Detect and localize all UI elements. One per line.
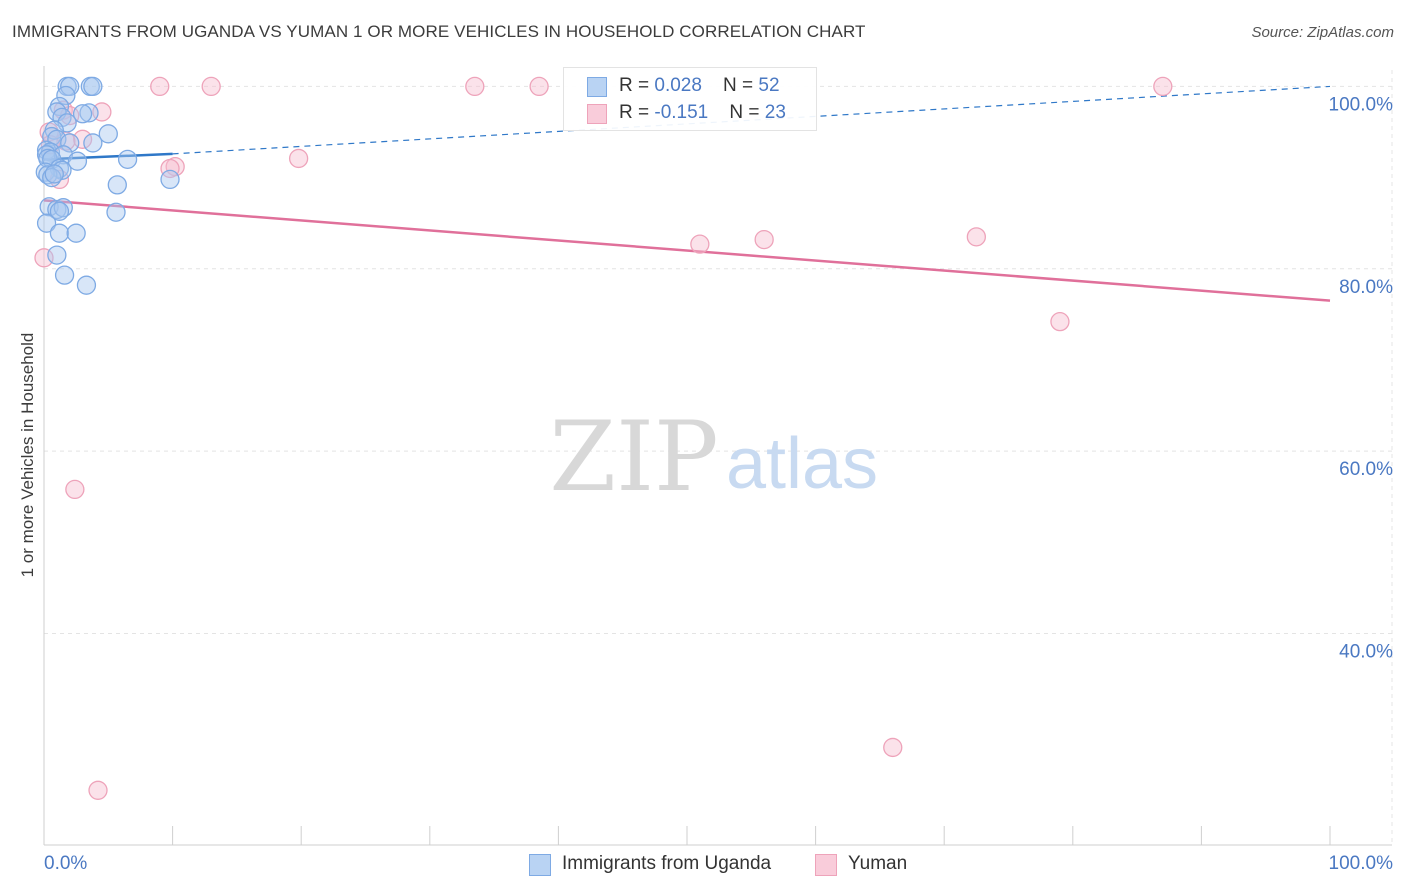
trend-line-uganda bbox=[43, 152, 173, 161]
tick-labels: 40.0% 60.0% 80.0% 100.0% 0.0% 100.0% bbox=[44, 94, 1393, 874]
yuman-legend-label: Yuman bbox=[848, 853, 908, 874]
x-tick-label: 100.0% bbox=[1329, 853, 1394, 874]
point-uganda bbox=[106, 202, 126, 222]
point-yuman bbox=[1153, 76, 1173, 97]
y-tick-label: 40.0% bbox=[1339, 641, 1393, 662]
point-yuman bbox=[201, 76, 221, 97]
source-label: Source: ZipAtlas.com bbox=[1251, 24, 1394, 41]
uganda-legend-label: Immigrants from Uganda bbox=[562, 853, 772, 874]
y-tick-label: 80.0% bbox=[1339, 277, 1393, 298]
yuman-legend-swatch bbox=[815, 854, 837, 876]
point-yuman bbox=[88, 780, 108, 800]
point-uganda bbox=[47, 245, 67, 265]
gridlines bbox=[44, 70, 1393, 845]
y-tick-label: 100.0% bbox=[1329, 94, 1394, 115]
point-uganda bbox=[117, 149, 138, 170]
point-yuman bbox=[465, 76, 485, 97]
trend-lines bbox=[43, 85, 1331, 302]
point-uganda bbox=[66, 223, 86, 243]
point-yuman bbox=[966, 227, 986, 247]
point-yuman bbox=[690, 234, 710, 254]
point-yuman bbox=[754, 229, 774, 250]
r-label: R = bbox=[619, 102, 655, 123]
point-yuman bbox=[883, 737, 903, 758]
point-uganda bbox=[83, 133, 103, 153]
trend-line-yuman bbox=[43, 199, 1331, 302]
point-uganda bbox=[76, 275, 97, 295]
watermark-zip: ZIP bbox=[549, 401, 718, 513]
point-uganda bbox=[60, 133, 80, 153]
point-uganda bbox=[49, 201, 70, 221]
data-points bbox=[34, 76, 1173, 800]
stats-legend: R = 0.028 N = 52 R = -0.151 N = 23 bbox=[563, 67, 817, 131]
point-uganda bbox=[54, 265, 75, 285]
point-uganda bbox=[36, 213, 57, 233]
point-yuman bbox=[288, 148, 309, 169]
uganda-legend-swatch bbox=[529, 854, 551, 876]
watermark: ZIP atlas bbox=[549, 401, 878, 513]
point-uganda bbox=[98, 124, 118, 144]
n-value: 23 bbox=[764, 102, 786, 123]
point-uganda bbox=[72, 104, 93, 124]
point-yuman bbox=[65, 479, 85, 500]
r-value: 0.028 bbox=[654, 75, 702, 96]
point-yuman bbox=[160, 158, 180, 179]
r-value: -0.151 bbox=[654, 102, 709, 123]
point-yuman bbox=[1050, 311, 1070, 332]
point-uganda bbox=[67, 151, 88, 171]
n-label: N = bbox=[729, 102, 765, 123]
point-uganda bbox=[83, 76, 103, 97]
point-yuman bbox=[150, 76, 170, 97]
yuman-swatch bbox=[587, 104, 607, 124]
point-uganda bbox=[39, 197, 59, 217]
n-label: N = bbox=[723, 75, 759, 96]
n-value: 52 bbox=[758, 75, 780, 96]
r-label: R = bbox=[619, 75, 655, 96]
point-uganda bbox=[56, 85, 76, 106]
point-uganda bbox=[107, 175, 127, 195]
y-tick-label: 60.0% bbox=[1339, 459, 1393, 480]
point-uganda bbox=[160, 169, 180, 190]
point-uganda bbox=[79, 103, 99, 123]
axes bbox=[43, 66, 1392, 846]
point-uganda bbox=[44, 164, 64, 184]
watermark-atlas: atlas bbox=[726, 424, 878, 504]
point-uganda bbox=[49, 223, 70, 243]
chart-title: IMMIGRANTS FROM UGANDA VS YUMAN 1 OR MOR… bbox=[12, 22, 866, 41]
uganda-swatch bbox=[587, 77, 607, 97]
point-yuman bbox=[529, 76, 549, 97]
x-tick-label: 0.0% bbox=[44, 853, 87, 874]
